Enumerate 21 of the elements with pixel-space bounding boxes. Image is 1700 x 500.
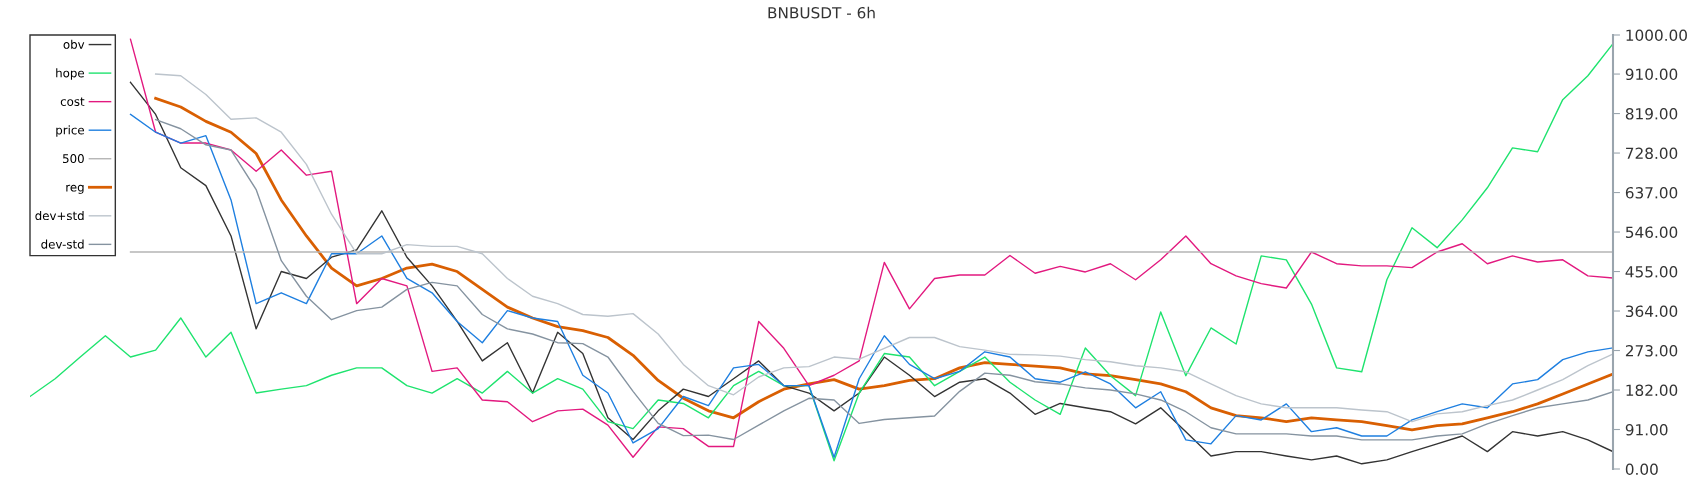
legend-label: hope [56, 68, 84, 80]
y-tick-label: 637.00 [1625, 187, 1678, 199]
legend-label: cost [60, 97, 85, 106]
legend-label: 500 [63, 154, 84, 164]
y-tick-label: 910.00 [1625, 68, 1678, 81]
legend-label: dev+std [35, 210, 84, 221]
y-tick-label: 728.00 [1626, 147, 1678, 160]
y-tick-label: 182.00 [1626, 384, 1678, 397]
legend-label: reg [66, 184, 84, 194]
y-tick-label: 273.00 [1625, 344, 1678, 357]
y-tick-label: 364.00 [1625, 305, 1678, 318]
y-tick-label: 91.00 [1625, 423, 1668, 436]
legend-label: price [56, 125, 84, 137]
y-tick-label: 0.00 [1625, 463, 1658, 476]
y-tick-label: 819.00 [1625, 108, 1678, 120]
y-tick-label: 1000.00 [1626, 29, 1687, 42]
legend-label: dev-std [41, 239, 84, 249]
y-tick-label: 455.00 [1625, 266, 1678, 278]
chart-title: BNBUSDT - 6h [768, 6, 875, 19]
legend-label: obv [63, 39, 85, 49]
y-tick-label: 546.00 [1625, 226, 1678, 239]
